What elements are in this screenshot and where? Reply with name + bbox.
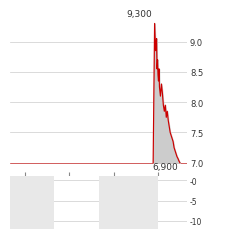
Text: 6,900: 6,900 bbox=[152, 162, 178, 171]
Text: 9,300: 9,300 bbox=[126, 10, 152, 19]
Bar bbox=[99, 177, 158, 229]
Bar bbox=[10, 177, 54, 229]
